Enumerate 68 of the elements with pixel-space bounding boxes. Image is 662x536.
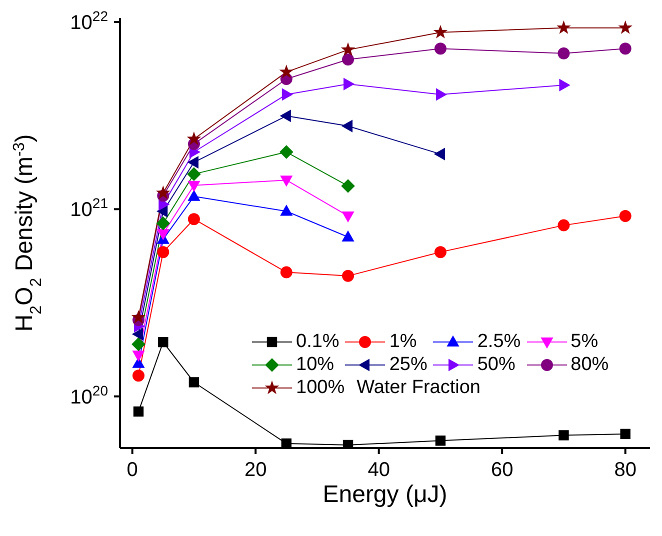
point <box>188 180 200 192</box>
point <box>619 210 632 222</box>
point <box>132 350 145 362</box>
legend-title: Water Fraction <box>356 376 480 399</box>
point <box>187 156 198 169</box>
point <box>188 377 200 388</box>
point <box>280 176 293 187</box>
point <box>341 179 355 193</box>
x-tick-label: 0 <box>126 459 138 481</box>
point <box>558 47 570 60</box>
y-tick-label: 10$^{20}$ <box>70 382 108 408</box>
point <box>344 78 355 90</box>
point <box>156 229 170 240</box>
point <box>280 204 293 216</box>
point <box>282 88 293 101</box>
point <box>279 64 294 78</box>
point <box>187 167 201 181</box>
point <box>280 266 292 278</box>
point <box>132 328 143 340</box>
point <box>558 219 570 232</box>
point <box>133 406 144 417</box>
legend-label: 80% <box>570 353 609 376</box>
point <box>281 438 292 448</box>
point <box>559 78 570 92</box>
legend-label: 0.1% <box>296 330 340 353</box>
point <box>341 120 353 132</box>
point <box>342 54 354 66</box>
point <box>618 20 632 34</box>
point <box>556 20 571 34</box>
point <box>340 42 356 56</box>
point <box>279 145 294 159</box>
x-tick-label: 40 <box>368 459 390 481</box>
point <box>158 336 168 348</box>
point <box>342 270 354 282</box>
x-tick-label: 80 <box>614 459 636 481</box>
y-tick-label: 10$^{21}$ <box>70 195 108 222</box>
legend-label: 25% <box>389 353 428 376</box>
point <box>156 216 170 230</box>
point <box>156 186 170 200</box>
y-tick-label: 10$^{22}$ <box>70 8 108 34</box>
point <box>342 230 354 242</box>
point <box>434 246 446 258</box>
point <box>434 148 445 160</box>
x-tick-label: 60 <box>490 459 514 481</box>
x-tick-label: 20 <box>244 459 267 481</box>
point <box>132 337 146 352</box>
point <box>186 132 202 146</box>
point <box>435 436 446 446</box>
point <box>434 42 446 55</box>
point <box>342 211 354 223</box>
point <box>558 430 569 440</box>
legend-label: 2.5% <box>477 330 521 353</box>
point <box>620 428 630 440</box>
point <box>280 110 291 122</box>
point <box>157 246 170 258</box>
x-axis-title: Energy (μJ) <box>322 481 448 508</box>
legend-label: 10% <box>296 353 334 376</box>
point <box>131 310 146 324</box>
legend-label: 1% <box>389 330 417 353</box>
legend-label: 100% <box>296 376 345 399</box>
point <box>433 24 448 38</box>
legend-label: 50% <box>477 353 516 376</box>
point <box>436 88 448 101</box>
point <box>619 42 632 55</box>
legend-label: 5% <box>570 330 598 353</box>
point <box>188 213 200 226</box>
point <box>132 370 144 382</box>
point <box>188 190 200 201</box>
